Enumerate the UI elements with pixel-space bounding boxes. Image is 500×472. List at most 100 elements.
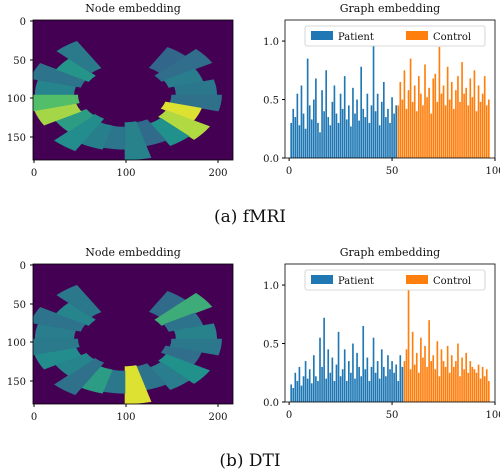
dti-graph-bar-patient-6	[300, 385, 303, 402]
fmri-node-region-20	[54, 114, 105, 152]
fmri-graph-bar-control-90	[473, 70, 476, 158]
dti-graph-bar-control-95	[483, 376, 486, 402]
dti-graph-bar-patient-16	[321, 366, 323, 402]
fmri-graph-bar-patient-45	[380, 101, 383, 158]
dti-graph-bar-patient-51	[393, 372, 395, 402]
dti-node-region-20	[54, 358, 105, 396]
dti-graph-bar-control-93	[479, 378, 482, 402]
dti-node-region-17	[124, 365, 152, 404]
dti-graph-bar-control-88	[469, 361, 472, 402]
dti-graph-bar-patient-53	[397, 380, 400, 402]
fmri-graph-xtick-50: 50	[386, 166, 399, 177]
dti-graph-bar-patient-27	[343, 349, 346, 402]
fmri-node-region-9	[154, 48, 213, 82]
fmri-graph-bar-patient-19	[327, 117, 330, 158]
dti-graph-bar-patient-5	[298, 366, 301, 402]
fmri-graph-bar-patient-41	[372, 35, 375, 159]
dti-graph-xtick-0: 0	[286, 410, 292, 421]
fmri-node-ytick-0: 0	[20, 17, 26, 28]
fmri-node-xtick-200: 200	[208, 168, 227, 179]
dti-graph-bar-control-75	[442, 361, 445, 402]
fmri-graph-bar-patient-52	[395, 105, 397, 158]
fmri-graph-bar-patient-42	[374, 111, 377, 158]
dti-graph-bar-patient-34	[358, 366, 360, 402]
dti-node-region-23	[33, 338, 80, 356]
fmri-graph-bar-patient-6	[300, 85, 303, 158]
fmri-graph-bar-control-54	[399, 81, 402, 158]
fmri-graph-bar-patient-17	[323, 111, 325, 158]
fmri-graph-bar-patient-20	[329, 125, 332, 158]
dti-graph-bar-control-81	[455, 361, 457, 402]
fmri-graph-bar-patient-44	[378, 125, 381, 158]
dti-graph-xtick-100: 100	[485, 410, 500, 421]
fmri-node-region-23	[33, 94, 80, 112]
fmri-graph-bar-patient-51	[393, 113, 395, 158]
dti-graph-bar-control-96	[485, 369, 488, 402]
fmri-graph-bar-patient-21	[331, 101, 334, 158]
fmri-graph-bar-control-76	[444, 105, 447, 158]
dti-graph-bar-patient-47	[385, 376, 387, 402]
fmri-graph-legend: Patient Control	[304, 25, 486, 47]
dti-node-region-9	[154, 292, 213, 326]
dti-node-yticks: 0 50 100 150	[7, 261, 33, 388]
fmri-graph-frame	[284, 19, 496, 159]
dti-node-ytick-50: 50	[13, 300, 26, 311]
fmri-graph-bar-patient-22	[333, 85, 336, 158]
dti-node-xtick-200: 200	[208, 412, 227, 423]
dti-graph-bar-patient-40	[370, 366, 373, 402]
fmri-graph-bar-patient-46	[383, 81, 385, 158]
fmri-node-ytick-100: 100	[7, 94, 26, 105]
dti-graph-bar-patient-24	[337, 331, 340, 402]
fmri-graph-bar-control-97	[488, 99, 490, 158]
fmri-graph-bar-control-91	[475, 111, 478, 158]
fmri-graph-ticks: 0 50 100 0.0 0.5 1.0	[263, 37, 500, 177]
dti-graph-ytick-0: 0.0	[263, 398, 279, 409]
fmri-graph-bar-control-65	[422, 105, 424, 158]
dti-graph-bar-patient-7	[302, 376, 305, 402]
dti-graph-title: Graph embedding	[340, 246, 440, 259]
fmri-graph-bar-control-89	[471, 97, 474, 158]
dti-graph-bar-patient-25	[339, 376, 342, 402]
fmri-graph-bar-patient-5	[298, 125, 301, 158]
fmri-graph-bar-control-75	[442, 85, 445, 158]
fmri-graph-bar-patient-30	[350, 126, 352, 158]
dti-graph-bar-control-59	[409, 369, 412, 402]
dti-graph-bar-patient-13	[315, 376, 317, 402]
dti-graph-bar-control-65	[422, 357, 424, 402]
fmri-graph-bar-control-73	[438, 46, 441, 158]
fmri-graph-bar-control-95	[483, 76, 486, 158]
fmri-graph-bar-control-96	[485, 105, 488, 158]
fmri-graph-bar-control-74	[440, 93, 443, 158]
dti-graph-bar-control-66	[424, 345, 426, 402]
fmri-graph-bar-patient-9	[306, 58, 309, 159]
fmri-node-xtick-0: 0	[31, 168, 37, 179]
dti-node-panel: Node embedding 0 50 100 150 0 100 200	[7, 246, 234, 423]
fmri-graph-bar-control-58	[407, 90, 410, 158]
fmri-node-panel: Node embedding 0 50 100 150 0 100 200	[7, 2, 234, 179]
fmri-node-region-2	[55, 58, 96, 82]
dti-graph-bar-patient-18	[325, 378, 327, 402]
dti-graph-bar-control-71	[434, 369, 437, 402]
caption-fmri: (a) fMRI	[214, 207, 286, 227]
fmri-graph-bar-control-57	[405, 108, 408, 158]
dti-graph-bar-control-74	[440, 349, 443, 402]
fmri-legend-patient-label: Patient	[338, 32, 374, 43]
dti-node-ytick-150: 150	[7, 377, 26, 388]
dti-graph-bar-patient-41	[372, 337, 375, 402]
dti-node-region-10	[163, 312, 204, 332]
dti-graph-bar-control-77	[446, 345, 449, 402]
fmri-graph-xtick-100: 100	[485, 166, 500, 177]
dti-graph-bar-patient-2	[292, 387, 295, 402]
fmri-node-xtick-100: 100	[116, 168, 135, 179]
fmri-graph-bar-patient-1	[290, 122, 292, 158]
dti-graph-bar-control-69	[430, 361, 432, 402]
dti-graph-bar-control-62	[415, 352, 418, 402]
dti-graph-bar-control-90	[473, 369, 476, 402]
dti-graph-bar-control-73	[438, 376, 441, 402]
dti-graph-bar-patient-35	[360, 376, 362, 402]
dti-node-xtick-100: 100	[116, 412, 135, 423]
dti-graph-bar-patient-48	[387, 355, 389, 402]
dti-graph-bar-patient-50	[391, 361, 393, 402]
dti-graph-bar-patient-1	[290, 384, 292, 402]
dti-graph-bar-control-64	[420, 337, 422, 402]
